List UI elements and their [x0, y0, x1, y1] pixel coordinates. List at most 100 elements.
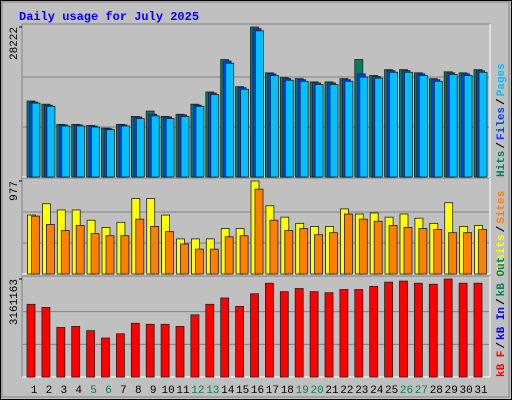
bar: [478, 71, 488, 178]
bar: [165, 118, 175, 178]
bar: [374, 77, 384, 178]
bar: [135, 218, 145, 275]
x-tick-label: 6: [105, 385, 112, 397]
bar: [433, 229, 443, 275]
bar: [175, 326, 185, 378]
x-tick-label: 7: [120, 385, 127, 397]
legend-separator: /: [496, 142, 508, 149]
bar: [46, 224, 55, 275]
bar: [235, 305, 245, 378]
bar: [101, 337, 110, 378]
x-tick-label: 1: [31, 385, 38, 397]
bar: [205, 303, 215, 378]
bar: [90, 233, 100, 275]
legend-entry: Sites: [496, 191, 508, 224]
x-tick-label: 4: [75, 385, 82, 397]
x-tick-label: 18: [281, 385, 294, 397]
legend: kB F/kB In/kB Out: [496, 257, 508, 377]
bar: [76, 125, 86, 178]
bar: [264, 282, 274, 378]
bar: [284, 79, 294, 178]
bar: [413, 282, 423, 378]
legend-separator: /: [496, 98, 508, 105]
legend: Hits / Files / Pages: [496, 63, 508, 177]
x-tick-label: 9: [150, 385, 157, 397]
bar: [225, 62, 235, 178]
bar: [194, 248, 204, 275]
bar: [46, 105, 56, 178]
bar: [195, 105, 205, 178]
bar: [448, 74, 458, 178]
bar: [314, 84, 324, 178]
bar: [329, 232, 338, 275]
bar: [448, 232, 458, 275]
legend-entry: kB Out: [496, 257, 508, 297]
bar: [284, 230, 294, 275]
bar: [56, 327, 66, 378]
bar: [478, 229, 487, 275]
bar: [463, 75, 473, 178]
bar: [190, 314, 200, 378]
bar: [86, 330, 95, 378]
bar: [369, 285, 379, 378]
legend-separator: /: [496, 342, 508, 349]
bar: [463, 232, 473, 275]
x-tick-label: 14: [221, 385, 235, 397]
bar: [388, 225, 398, 275]
x-tick-label: 20: [310, 385, 323, 397]
bar: [145, 323, 155, 378]
x-tick-label: 13: [206, 385, 219, 397]
bar: [71, 326, 81, 378]
x-tick-label: 12: [191, 385, 204, 397]
bar: [105, 235, 115, 275]
x-tick-label: 27: [415, 385, 428, 397]
bar: [150, 115, 160, 178]
bar: [26, 303, 36, 378]
bar: [299, 80, 309, 178]
bar: [389, 71, 399, 178]
x-tick-label: 21: [325, 385, 339, 397]
bar: [160, 323, 170, 378]
bar: [354, 289, 364, 378]
bar: [240, 88, 250, 178]
x-tick-label: 26: [400, 385, 413, 397]
bar: [269, 75, 279, 178]
bar: [458, 282, 468, 378]
bar: [60, 230, 70, 275]
bar: [41, 307, 51, 378]
bar: [279, 291, 289, 378]
chart-title: Daily usage for July 2025: [19, 10, 199, 24]
legend-separator: /: [496, 225, 508, 232]
x-tick-label: 11: [176, 385, 190, 397]
bar: [180, 116, 190, 178]
bar: [210, 94, 220, 178]
bar: [239, 235, 249, 275]
bar: [120, 235, 130, 275]
legend-separator: /: [496, 298, 508, 305]
x-tick-label: 29: [445, 385, 458, 397]
legend: Visits /Sites: [496, 191, 508, 274]
bar: [399, 280, 408, 378]
bar: [314, 234, 324, 275]
x-tick-label: 31: [474, 385, 488, 397]
x-tick-label: 28: [430, 385, 443, 397]
bar: [250, 293, 259, 378]
bar: [121, 125, 130, 178]
bar: [384, 281, 394, 378]
bar: [343, 213, 353, 275]
bar: [254, 188, 264, 275]
legend-entry: Visits: [496, 234, 508, 274]
x-tick-label: 17: [266, 385, 279, 397]
x-tick-label: 25: [385, 385, 398, 397]
x-tick-label: 3: [60, 385, 67, 397]
bar: [31, 102, 41, 178]
bar: [473, 282, 483, 378]
x-tick-label: 24: [370, 385, 384, 397]
bar: [403, 227, 413, 275]
bar: [224, 236, 234, 275]
x-tick-label: 2: [46, 385, 53, 397]
bar: [31, 215, 40, 275]
bar: [180, 243, 189, 275]
